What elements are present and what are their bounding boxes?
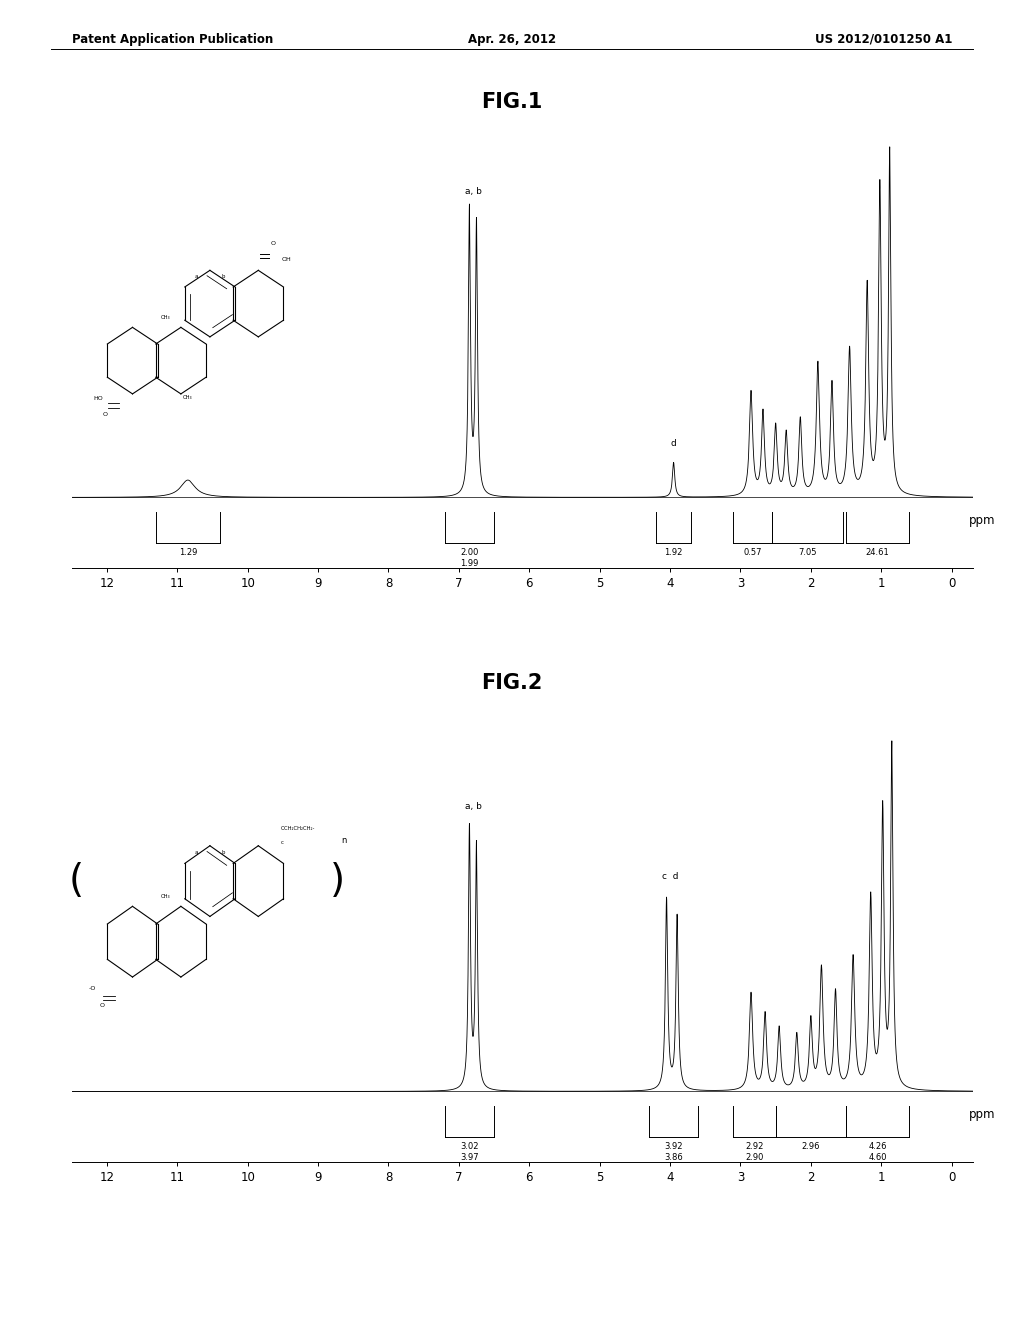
Text: c  d: c d (662, 873, 678, 882)
Text: (: ( (69, 862, 83, 900)
Text: FIG.1: FIG.1 (481, 92, 543, 112)
Text: a: a (195, 850, 198, 855)
Text: c: c (281, 840, 284, 845)
Text: Patent Application Publication: Patent Application Publication (72, 33, 273, 46)
Text: b: b (222, 275, 225, 280)
Text: a, b: a, b (465, 187, 481, 195)
Text: O: O (102, 412, 108, 417)
Text: ): ) (330, 862, 345, 900)
Text: ppm: ppm (970, 513, 995, 527)
Text: -O: -O (88, 986, 95, 991)
Text: a: a (195, 275, 198, 280)
Text: CH₃: CH₃ (161, 894, 170, 899)
Text: 2.96: 2.96 (802, 1142, 820, 1151)
Text: a, b: a, b (465, 803, 481, 810)
Text: 2.00
1.99: 2.00 1.99 (460, 548, 478, 568)
Text: 3.92
3.86: 3.92 3.86 (665, 1142, 683, 1162)
Text: HO: HO (94, 396, 103, 401)
Text: 7.05: 7.05 (798, 548, 816, 557)
Text: 3.02
3.97: 3.02 3.97 (460, 1142, 479, 1162)
Text: US 2012/0101250 A1: US 2012/0101250 A1 (815, 33, 952, 46)
Text: 1.29: 1.29 (178, 548, 197, 557)
Text: O: O (99, 1003, 104, 1008)
Text: 0.57: 0.57 (743, 548, 762, 557)
Text: Apr. 26, 2012: Apr. 26, 2012 (468, 33, 556, 46)
Text: OCH₂CH₂CH₂-: OCH₂CH₂CH₂- (281, 826, 314, 832)
Text: b: b (222, 850, 225, 855)
Text: 4.26
4.60: 4.26 4.60 (868, 1142, 887, 1162)
Text: O: O (270, 242, 275, 246)
Text: 2.92
2.90: 2.92 2.90 (745, 1142, 764, 1162)
Text: FIG.2: FIG.2 (481, 673, 543, 693)
Text: n: n (341, 836, 346, 845)
Text: ppm: ppm (970, 1107, 995, 1121)
Text: OH: OH (282, 257, 292, 261)
Text: d: d (671, 440, 677, 449)
Text: 1.92: 1.92 (665, 548, 683, 557)
Text: CH₃: CH₃ (183, 395, 193, 400)
Text: CH₃: CH₃ (161, 315, 170, 321)
Text: 24.61: 24.61 (866, 548, 890, 557)
